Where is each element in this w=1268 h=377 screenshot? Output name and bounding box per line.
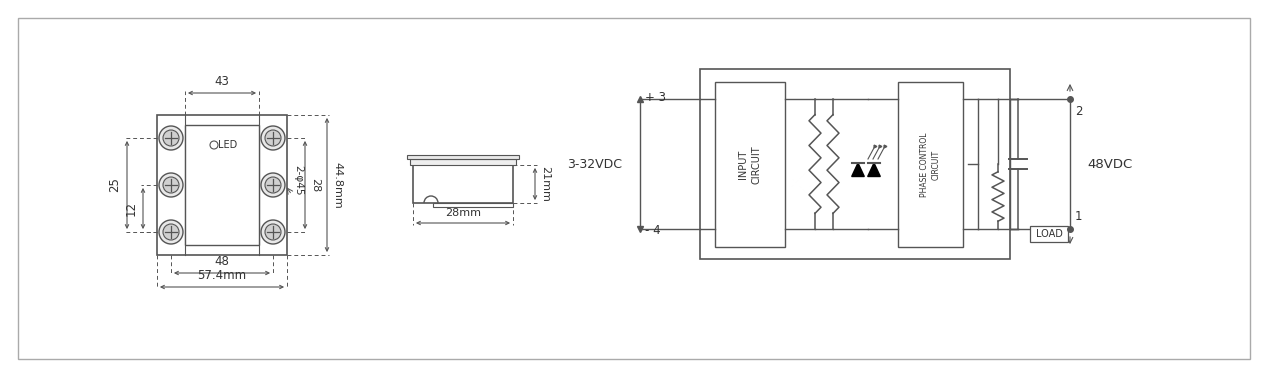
Text: 3-32VDC: 3-32VDC bbox=[568, 158, 623, 170]
Text: 28: 28 bbox=[309, 178, 320, 192]
Text: PHASE CONTROL
CIRCUIT: PHASE CONTROL CIRCUIT bbox=[921, 132, 941, 197]
Text: - 4: - 4 bbox=[645, 224, 661, 237]
Circle shape bbox=[210, 141, 218, 149]
Bar bbox=[1030, 226, 1068, 242]
Text: 21mm: 21mm bbox=[540, 166, 550, 202]
Text: + 3: + 3 bbox=[645, 91, 666, 104]
Polygon shape bbox=[867, 163, 880, 176]
Bar bbox=[413, 165, 514, 203]
Text: 48VDC: 48VDC bbox=[1088, 158, 1132, 170]
Circle shape bbox=[265, 224, 281, 240]
Circle shape bbox=[158, 126, 183, 150]
Text: LOAD: LOAD bbox=[1036, 229, 1063, 239]
Circle shape bbox=[261, 220, 285, 244]
Bar bbox=[407, 155, 519, 159]
Bar bbox=[157, 115, 287, 255]
Bar bbox=[432, 203, 514, 207]
Polygon shape bbox=[852, 163, 865, 176]
Circle shape bbox=[261, 126, 285, 150]
Text: 57.4mm: 57.4mm bbox=[198, 269, 246, 282]
Text: 48: 48 bbox=[214, 255, 230, 268]
Text: 2-φ45: 2-φ45 bbox=[293, 165, 303, 195]
Circle shape bbox=[164, 224, 179, 240]
Text: LED: LED bbox=[218, 140, 237, 150]
Text: 44.8mm: 44.8mm bbox=[332, 162, 342, 208]
Bar bbox=[410, 159, 516, 165]
Circle shape bbox=[164, 130, 179, 146]
Bar bbox=[185, 125, 259, 245]
Circle shape bbox=[164, 177, 179, 193]
Bar bbox=[700, 69, 1011, 259]
Circle shape bbox=[265, 130, 281, 146]
Circle shape bbox=[158, 220, 183, 244]
Text: 28mm: 28mm bbox=[445, 208, 481, 218]
Bar bbox=[715, 82, 785, 247]
Text: 1: 1 bbox=[1075, 210, 1083, 223]
Circle shape bbox=[265, 177, 281, 193]
Text: 12: 12 bbox=[126, 201, 138, 216]
Circle shape bbox=[261, 173, 285, 197]
Circle shape bbox=[158, 173, 183, 197]
Text: INPUT
CIRCUIT: INPUT CIRCUIT bbox=[738, 145, 762, 184]
Bar bbox=[898, 82, 962, 247]
Text: 2: 2 bbox=[1075, 105, 1083, 118]
Text: 25: 25 bbox=[108, 178, 120, 192]
Text: 43: 43 bbox=[214, 75, 230, 88]
